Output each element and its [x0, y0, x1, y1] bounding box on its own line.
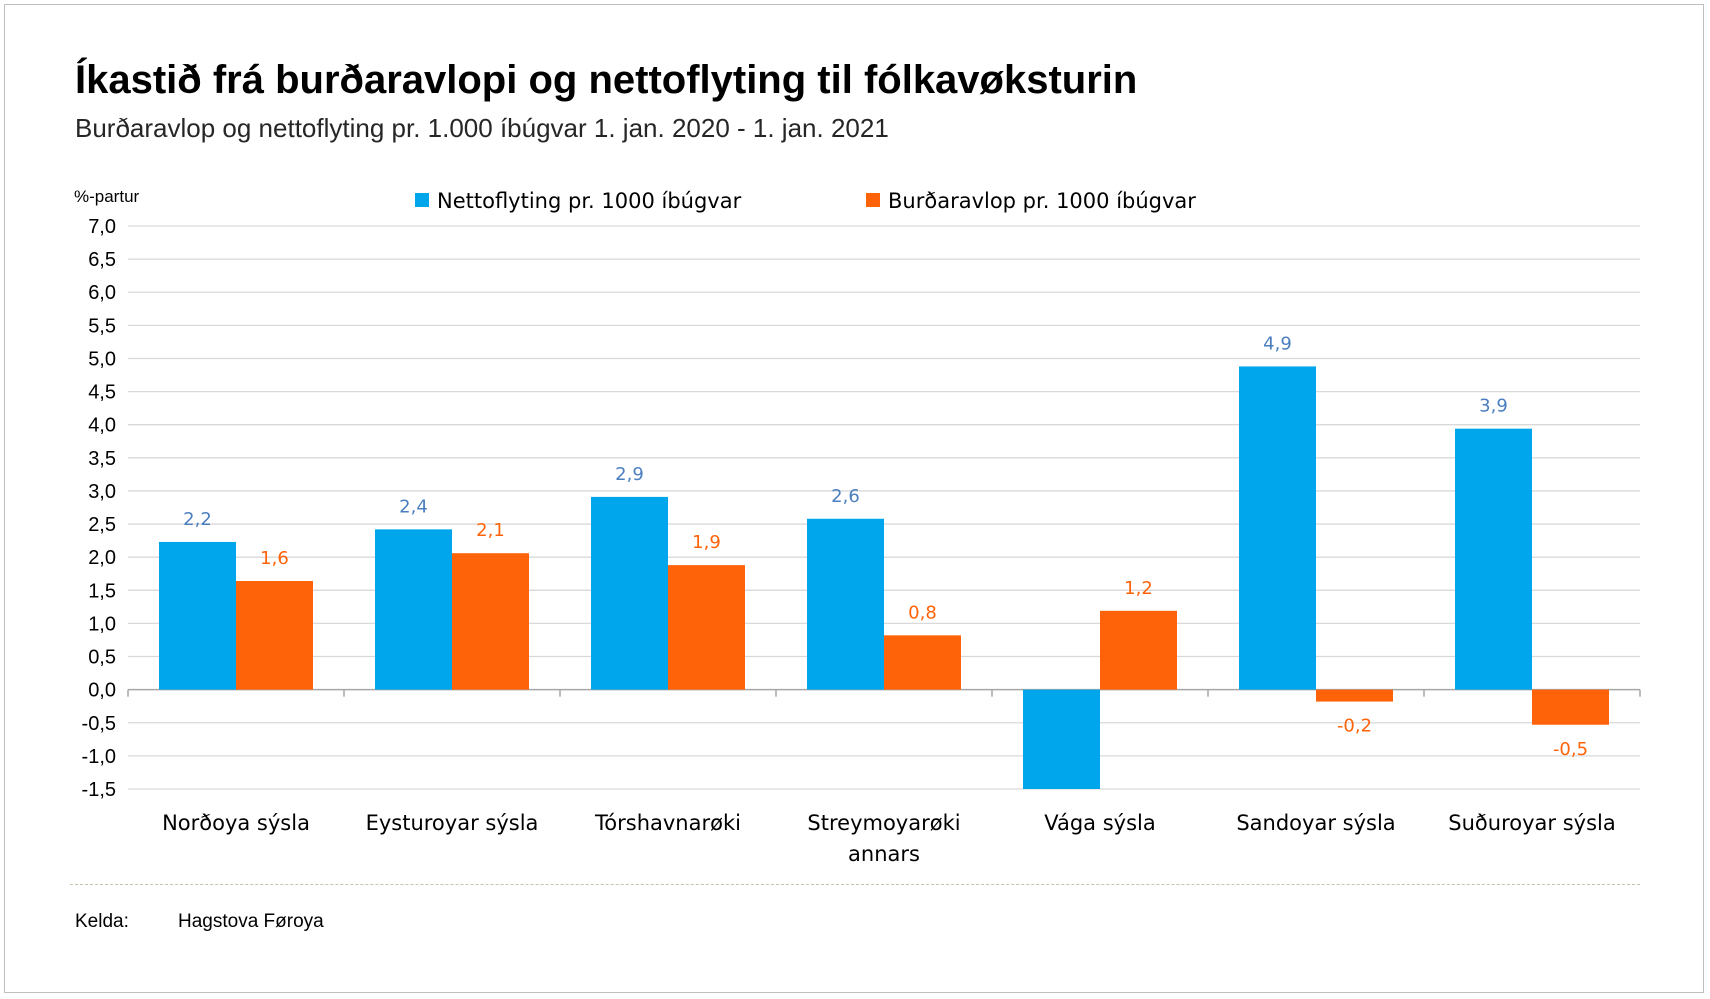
bar-burdaravlop	[1532, 689, 1609, 725]
y-tick-label: 5,5	[88, 315, 116, 337]
data-label: 2,9	[615, 464, 644, 485]
bar-burdaravlop	[668, 565, 745, 690]
bar-nettoflyting	[159, 541, 236, 690]
y-unit-label: %-partur	[74, 187, 140, 206]
category-label: Suðuroyar sýsla	[1448, 811, 1615, 835]
legend-swatch	[866, 193, 880, 207]
bar-nettoflyting	[375, 529, 452, 690]
chart-frame	[4, 4, 1704, 993]
legend-swatch	[415, 193, 429, 207]
data-label: 1,2	[1124, 578, 1153, 599]
bar-burdaravlop	[236, 581, 313, 690]
y-tick-label: 4,0	[88, 415, 116, 437]
y-tick-label: 0,0	[88, 680, 116, 702]
data-label: 2,6	[831, 486, 860, 507]
bar-burdaravlop	[1316, 689, 1393, 702]
y-tick-label: 2,5	[88, 514, 116, 536]
data-label: 2,4	[399, 496, 428, 517]
data-label: 1,9	[692, 532, 721, 553]
source-label: Kelda:	[75, 911, 129, 932]
bar-burdaravlop	[452, 553, 529, 690]
data-label: 2,1	[476, 520, 505, 541]
chart-title: Íkastið frá burðaravlopi og nettoflyting…	[75, 58, 1138, 102]
bar-burdaravlop	[884, 635, 961, 690]
y-tick-label: 6,5	[88, 249, 116, 271]
data-label: 4,9	[1263, 333, 1292, 354]
y-tick-label: 3,0	[88, 481, 116, 503]
category-label: Norðoya sýsla	[162, 811, 310, 835]
y-tick-label: 1,5	[88, 580, 116, 602]
legend-label: Nettoflyting pr. 1000 íbúgvar	[437, 189, 742, 213]
data-label: 0,8	[908, 602, 937, 623]
y-tick-label: 1,0	[88, 613, 116, 635]
legend-label: Burðaravlop pr. 1000 íbúgvar	[888, 189, 1196, 213]
y-tick-label: 6,0	[88, 282, 116, 304]
source-divider	[70, 884, 1640, 885]
y-tick-label: 5,0	[88, 348, 116, 370]
bar-nettoflyting	[1455, 428, 1532, 690]
category-label: Tórshavnarøki	[594, 811, 741, 835]
y-tick-label: 0,5	[88, 647, 116, 669]
y-tick-label: 2,0	[88, 547, 116, 569]
data-label: 3,9	[1479, 396, 1508, 417]
data-label: 1,6	[260, 548, 289, 569]
source-value: Hagstova Føroya	[178, 911, 324, 932]
data-label: -0,5	[1553, 739, 1588, 760]
data-label: 2,2	[183, 509, 212, 530]
bar-nettoflyting	[1239, 366, 1316, 690]
y-tick-label: 7,0	[88, 216, 116, 238]
y-tick-label: 4,5	[88, 382, 116, 404]
bar-burdaravlop	[1100, 610, 1177, 690]
category-label: Eysturoyar sýsla	[366, 811, 539, 835]
category-label: Streymoyarøki	[807, 811, 960, 835]
chart-subtitle: Burðaravlop og nettoflyting pr. 1.000 íb…	[75, 113, 889, 143]
y-tick-label: -1,5	[82, 779, 116, 801]
category-label: Sandoyar sýsla	[1236, 811, 1395, 835]
data-label: -0,2	[1337, 716, 1372, 737]
y-tick-label: -0,5	[82, 713, 116, 735]
bar-nettoflyting	[591, 496, 668, 690]
bar-nettoflyting	[1023, 689, 1100, 789]
y-tick-label: -1,0	[82, 746, 116, 768]
bar-nettoflyting	[807, 518, 884, 690]
category-label: Vága sýsla	[1044, 811, 1156, 835]
category-label: annars	[848, 842, 920, 866]
y-tick-label: 3,5	[88, 448, 116, 470]
